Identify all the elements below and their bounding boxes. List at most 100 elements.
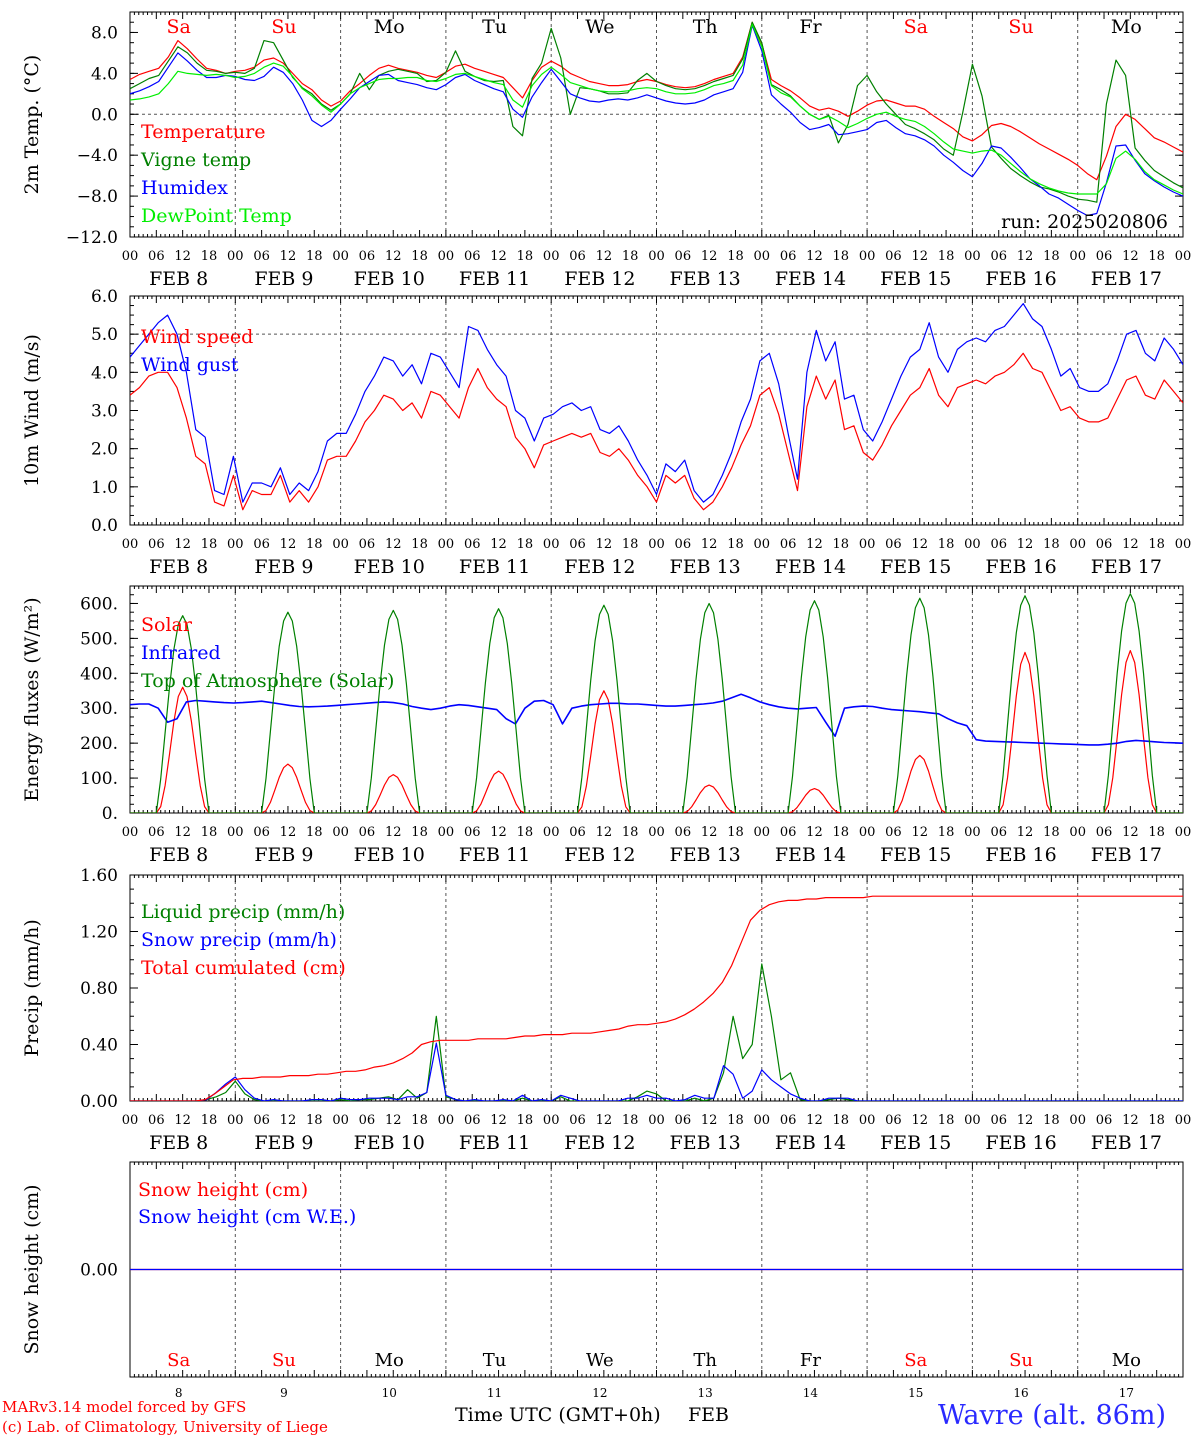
hour-label: 06	[1096, 825, 1113, 840]
hour-label: 12	[1122, 537, 1139, 552]
y-tick-label: 4.0	[91, 64, 118, 84]
hour-label: 06	[148, 537, 165, 552]
date-label: FEB 15	[880, 556, 951, 578]
plot-frame	[129, 11, 1184, 238]
hour-label: 18	[411, 825, 428, 840]
hour-label: 12	[596, 249, 613, 264]
legend-entry: Snow height (cm)	[138, 1179, 308, 1201]
panel-1: 8.0 4.0 0.0 −4.0 −8.0 −12.0 2m Temp. (°C) 00 06 1…	[21, 11, 1191, 290]
hour-label: 06	[990, 249, 1007, 264]
hour-label: 06	[885, 1113, 902, 1128]
hour-label: 06	[253, 537, 270, 552]
weekday-label-bottom: Tu	[483, 1350, 507, 1371]
hour-label: 00	[964, 249, 981, 264]
hour-label: 12	[701, 537, 718, 552]
weekday-label: Tu	[482, 16, 507, 38]
day-number-label: 15	[908, 1386, 923, 1400]
hour-label: 18	[727, 249, 744, 264]
hour-label: 00	[122, 1113, 139, 1128]
date-label: FEB 8	[149, 1132, 208, 1154]
hour-label: 12	[490, 825, 507, 840]
y-tick-label: 0.00	[80, 1261, 118, 1281]
hour-label: 00	[754, 1113, 771, 1128]
hour-label: 06	[675, 249, 692, 264]
date-label: FEB 15	[880, 1132, 951, 1154]
y-tick-label: −8.0	[77, 187, 118, 207]
hour-label: 00	[1069, 1113, 1086, 1128]
hour-label: 06	[780, 537, 797, 552]
hour-label: 00	[543, 825, 560, 840]
hour-label: 18	[727, 537, 744, 552]
hour-label: 06	[780, 1113, 797, 1128]
weekday-label-bottom: Su	[1009, 1350, 1033, 1371]
hour-label: 06	[780, 825, 797, 840]
hour-label: 18	[411, 1113, 428, 1128]
hour-label: 12	[280, 537, 297, 552]
hour-label: 18	[306, 537, 323, 552]
date-label: FEB 15	[880, 268, 951, 290]
hour-label: 00	[754, 249, 771, 264]
hour-label: 00	[122, 825, 139, 840]
day-number-label: 16	[1013, 1386, 1028, 1400]
series-line-humidex	[130, 24, 1183, 217]
day-number-label: 13	[698, 1386, 713, 1400]
credit-line-2: (c) Lab. of Climatology, University of L…	[2, 1418, 328, 1436]
hour-label: 12	[911, 825, 928, 840]
hour-label: 00	[648, 1113, 665, 1128]
hour-label: 00	[543, 1113, 560, 1128]
hour-label: 12	[911, 249, 928, 264]
hour-label: 06	[464, 537, 481, 552]
weekday-label: Su	[271, 16, 296, 38]
series-line-solar	[130, 649, 1183, 813]
hour-label: 18	[833, 537, 850, 552]
date-label: FEB 9	[254, 844, 313, 866]
date-label: FEB 10	[354, 268, 425, 290]
date-label: FEB 9	[254, 268, 313, 290]
hour-label: 12	[806, 249, 823, 264]
y-tick-label: −12.0	[66, 228, 118, 248]
hour-label: 00	[754, 825, 771, 840]
date-label: FEB 8	[149, 268, 208, 290]
y-tick-label: 8.0	[91, 23, 118, 43]
hour-label: 12	[911, 1113, 928, 1128]
date-label: FEB 12	[564, 268, 635, 290]
hour-label: 06	[1096, 249, 1113, 264]
y-tick-label: 1.60	[80, 866, 118, 886]
hour-label: 12	[385, 537, 402, 552]
date-label: FEB 15	[880, 844, 951, 866]
hour-label: 00	[859, 1113, 876, 1128]
day-number-label: 8	[175, 1386, 183, 1400]
hour-label: 00	[438, 249, 455, 264]
date-label: FEB 13	[670, 556, 741, 578]
weekday-label-bottom: Sa	[167, 1350, 190, 1371]
y-tick-label: 500.	[80, 629, 118, 649]
hour-label: 18	[1043, 825, 1060, 840]
date-label: FEB 11	[459, 844, 530, 866]
hour-label: 12	[596, 1113, 613, 1128]
legend-entry: Solar	[141, 614, 193, 636]
panel-2: 0.0 1.0 2.0 3.0 4.0 5.0 6.0 10m Wind (m/s) 00 06 1…	[21, 287, 1191, 578]
hour-label: 06	[359, 1113, 376, 1128]
hour-label: 12	[1122, 825, 1139, 840]
y-tick-label: 0.	[102, 804, 118, 824]
date-label: FEB 13	[670, 1132, 741, 1154]
hour-label: 06	[148, 249, 165, 264]
hour-label: 06	[253, 1113, 270, 1128]
station-label: Wavre (alt. 86m)	[938, 1400, 1166, 1431]
hour-label: 18	[622, 825, 639, 840]
hour-label: 00	[1069, 537, 1086, 552]
date-label: FEB 17	[1091, 1132, 1162, 1154]
hour-label: 18	[938, 249, 955, 264]
hour-label: 00	[438, 825, 455, 840]
hour-label: 18	[938, 1113, 955, 1128]
hour-label: 06	[253, 825, 270, 840]
hour-label: 12	[911, 537, 928, 552]
hour-label: 06	[1096, 1113, 1113, 1128]
hour-label: 06	[885, 825, 902, 840]
hour-label: 18	[1148, 537, 1165, 552]
hour-label: 06	[359, 825, 376, 840]
hour-label: 12	[806, 825, 823, 840]
series-line-snow-precip-mm-h	[130, 1042, 1183, 1101]
hour-label: 18	[306, 825, 323, 840]
hour-label: 00	[1175, 537, 1192, 552]
